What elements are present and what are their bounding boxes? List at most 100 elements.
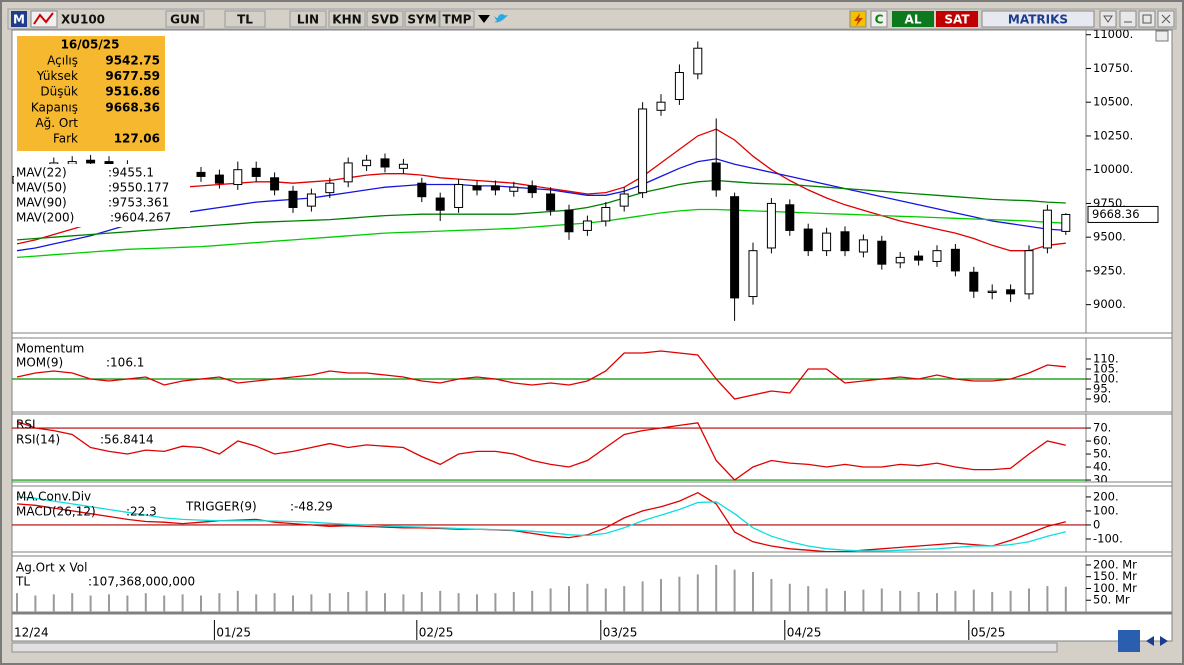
series-line	[16, 496, 1066, 552]
volume-bar	[844, 590, 846, 612]
volume-bar	[1028, 588, 1030, 612]
panel-plot	[16, 564, 1067, 612]
date-label: 12/24	[14, 626, 49, 640]
candle-body	[509, 186, 519, 192]
candle-body	[1061, 213, 1071, 232]
candle-body	[270, 177, 280, 191]
y-tick-label: 40.	[1093, 460, 1111, 474]
maximize-button[interactable]	[1138, 10, 1156, 28]
toolbar-button[interactable]	[366, 10, 404, 28]
panel-axis: 11000.10750.10500.10250.10000.9750.9500.…	[1086, 30, 1159, 345]
volume-bar	[899, 590, 902, 612]
info-label: Fark	[53, 132, 78, 146]
scroll-arrows[interactable]	[1146, 636, 1168, 646]
panel	[11, 555, 1173, 613]
sell-button[interactable]	[936, 11, 978, 27]
legend-value: :107,368,000,000	[88, 575, 195, 589]
volume-bar	[678, 576, 681, 612]
candle-body	[766, 202, 776, 249]
sync-button[interactable]	[1118, 630, 1140, 652]
legend-value: :22.3	[126, 505, 157, 519]
volume-bar	[16, 593, 18, 612]
toolbar-button[interactable]	[224, 10, 266, 28]
volume-bar	[696, 574, 699, 612]
panel	[11, 29, 1173, 334]
volume-bar	[604, 588, 607, 612]
legend-name: TRIGGER(9)	[185, 500, 257, 514]
toolbar-button[interactable]	[439, 10, 475, 28]
volume-bar	[71, 593, 74, 612]
candle-body	[914, 255, 924, 261]
legend-value: :9753.361	[108, 196, 169, 210]
volume-bar	[310, 594, 313, 612]
menu-button[interactable]	[11, 11, 27, 27]
candle-body	[306, 193, 316, 207]
volume-bar	[807, 586, 810, 612]
candle-body	[251, 167, 261, 177]
refresh-button[interactable]	[870, 10, 888, 28]
buy-button[interactable]	[892, 11, 934, 27]
legend-box	[14, 164, 190, 227]
candle-body	[546, 193, 556, 211]
legend-name: MOM(9)	[16, 356, 63, 370]
toolbar-button-label: KHN	[332, 13, 361, 27]
volume-bar	[770, 579, 773, 612]
legend-name: MAV(50)	[16, 181, 67, 195]
toolbar-button-label: SVD	[371, 13, 399, 27]
y-tick-label: 50. Mr	[1093, 593, 1130, 607]
volume-bar	[954, 590, 957, 612]
volume-bar	[586, 583, 589, 612]
twitter-icon[interactable]	[494, 14, 508, 23]
sell-label: SAT	[944, 13, 970, 27]
refresh-icon: C	[875, 13, 884, 27]
info-value: 9677.59	[105, 69, 160, 83]
panel-title: RSI	[16, 418, 36, 432]
symbol[interactable]: XU100	[61, 13, 105, 27]
toolbar-button[interactable]	[404, 10, 440, 28]
collapse-button[interactable]	[1099, 10, 1117, 28]
info-rows: Açılış 9542.75 Yüksek 9677.59 Düşük 9516.86 Ka…	[31, 54, 160, 146]
info-value: 9542.75	[105, 54, 160, 68]
candle-body	[932, 250, 942, 262]
toolbar-button[interactable]	[165, 10, 205, 28]
candle-body	[233, 169, 243, 186]
candle-body	[362, 159, 372, 167]
minimize-button[interactable]	[1119, 10, 1137, 28]
candle-body	[803, 228, 813, 252]
legend-name: MACD(26,12)	[16, 505, 96, 519]
candle-body	[858, 239, 868, 253]
y-tick-label: 100. Mr	[1093, 581, 1137, 595]
candle-body	[895, 256, 905, 264]
candle-body	[435, 197, 445, 211]
plot: 11000.10750.10500.10250.10000.9750.9500.…	[11, 29, 1173, 613]
volume-bar	[660, 579, 662, 612]
info-label: Kapanış	[31, 100, 78, 114]
series-line	[16, 208, 1066, 259]
volume-bar	[991, 592, 994, 612]
y-tick-label: 110.	[1093, 352, 1119, 366]
toolbar-button-label: GUN	[170, 13, 200, 27]
series-line	[16, 158, 1066, 252]
info-label: Ağ. Ort	[35, 116, 78, 130]
volume-bar	[788, 583, 791, 612]
dropdown-arrow[interactable]	[478, 15, 490, 23]
legend-value: :9550.177	[108, 181, 169, 195]
scrollbar[interactable]	[11, 642, 1058, 653]
panel-plot	[12, 350, 1086, 400]
series-line	[16, 491, 1066, 552]
volume-bar	[34, 595, 37, 612]
volume-bar	[347, 592, 350, 612]
volume-bar	[181, 594, 184, 612]
y-tick-label: 8750.	[1093, 331, 1126, 345]
candle-body	[785, 204, 795, 231]
date-label: 04/25	[787, 626, 822, 640]
toolbar-button[interactable]	[328, 10, 366, 28]
volume-bar	[439, 590, 442, 612]
axis-button[interactable]	[1155, 30, 1169, 42]
brand-box	[981, 10, 1095, 28]
candle-body	[288, 190, 298, 208]
panel-axis: 110.105.100.95.90.	[1086, 352, 1119, 406]
toolbar-button[interactable]	[289, 10, 327, 28]
volume-bar	[752, 572, 754, 612]
